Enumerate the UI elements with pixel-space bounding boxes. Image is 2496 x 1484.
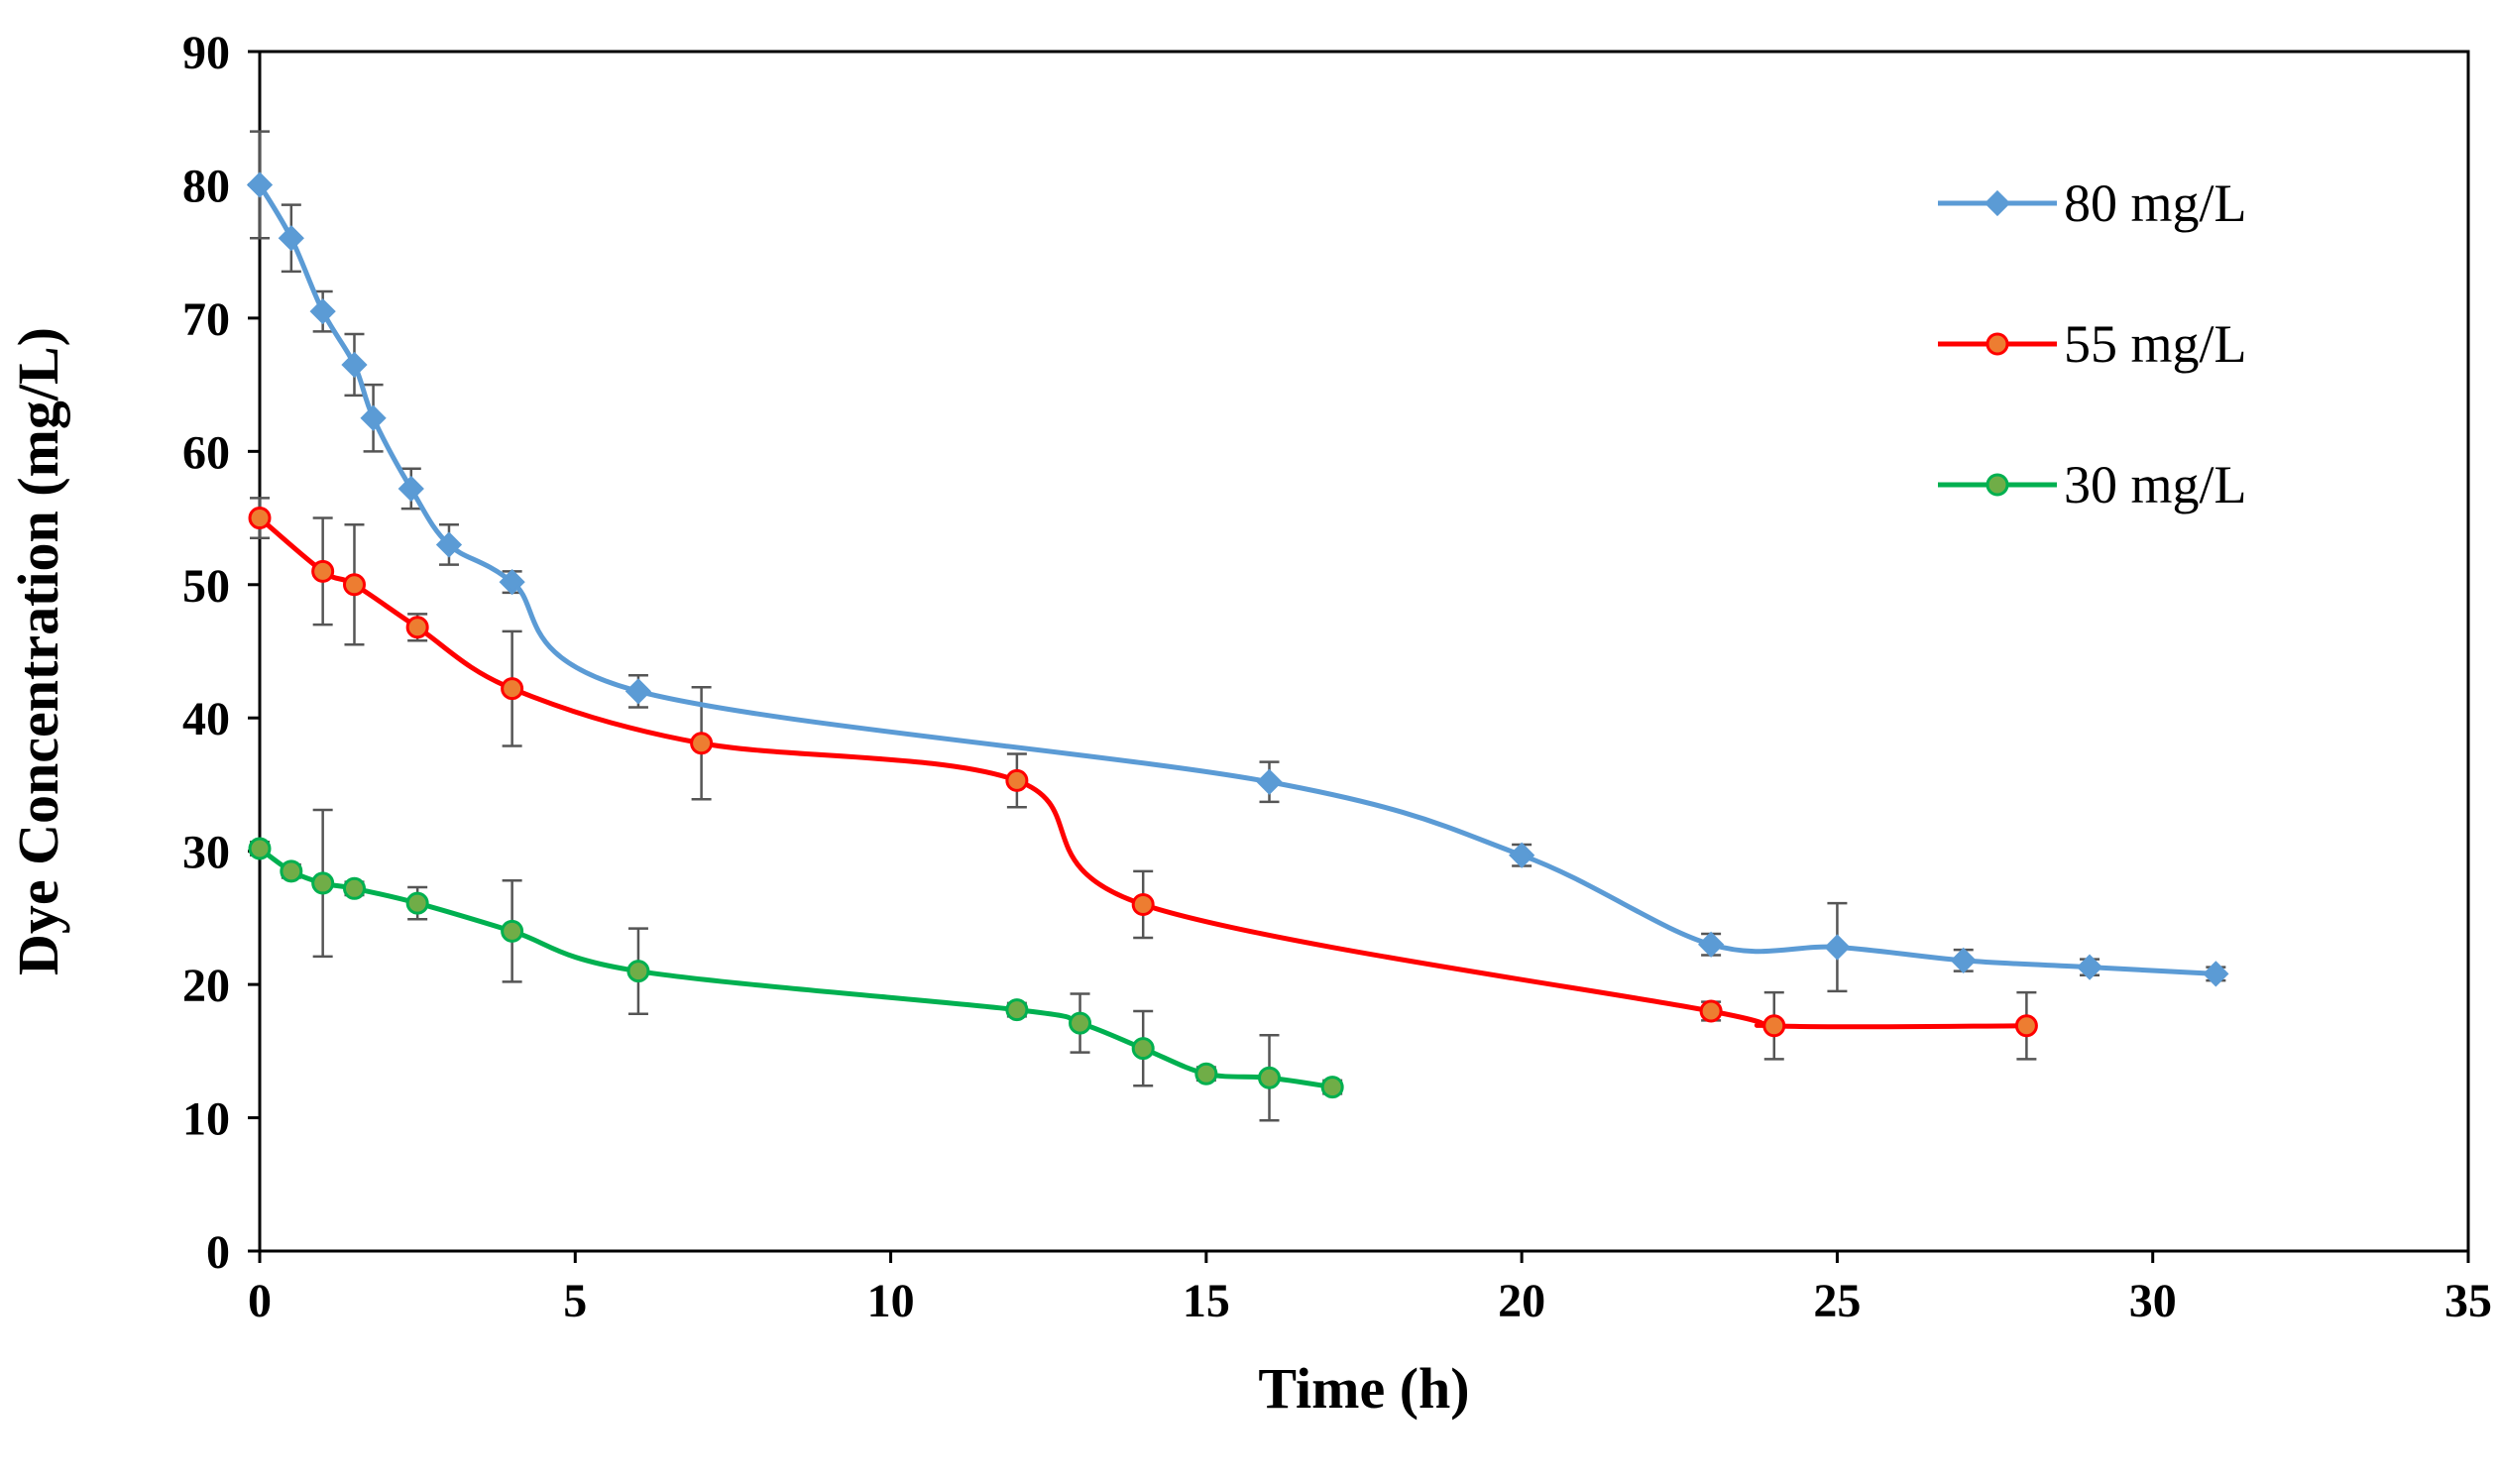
data-point-30-mg-l (1258, 1066, 1282, 1089)
data-point-55-mg-l (1005, 768, 1029, 792)
y-tick-label: 20 (182, 960, 230, 1012)
data-point-80-mg-l (360, 404, 387, 431)
legend-item-80-mg-l: 80 mg/L (1938, 173, 2247, 233)
x-tick-label: 20 (1498, 1275, 1545, 1327)
data-point-80-mg-l (435, 531, 463, 558)
y-axis-title: Dye Concentration (mg/L) (6, 327, 70, 975)
x-tick-label: 0 (248, 1275, 272, 1327)
data-point-30-mg-l (626, 960, 650, 983)
x-tick-label: 15 (1183, 1275, 1230, 1327)
y-tick-label: 90 (182, 27, 230, 79)
legend: 80 mg/L 55 mg/L 30 mg/L (1938, 173, 2247, 514)
legend-marker (1984, 189, 2011, 217)
y-tick-label: 50 (182, 560, 230, 613)
data-point-30-mg-l (1194, 1062, 1218, 1085)
series-line-30-mg-l (257, 846, 1335, 1090)
data-point-30-mg-l (1320, 1076, 1344, 1099)
data-point-55-mg-l (1762, 1014, 1786, 1038)
data-point-30-mg-l (280, 859, 303, 883)
data-point-80-mg-l (499, 568, 525, 596)
x-tick-label: 30 (2129, 1275, 2177, 1327)
data-point-30-mg-l (1131, 1037, 1155, 1061)
series-line-80-mg-l (257, 181, 2218, 976)
data-markers (246, 171, 2229, 1099)
data-point-55-mg-l (342, 573, 366, 597)
data-point-30-mg-l (311, 871, 335, 895)
x-tick-label: 10 (867, 1275, 915, 1327)
y-tick-label: 10 (182, 1093, 230, 1146)
data-point-30-mg-l (1005, 998, 1029, 1022)
y-tick-label: 40 (182, 693, 230, 745)
data-point-55-mg-l (2014, 1014, 2038, 1038)
legend-item-55-mg-l: 55 mg/L (1938, 314, 2247, 374)
data-point-55-mg-l (1699, 999, 1723, 1023)
data-point-80-mg-l (1950, 947, 1977, 974)
data-point-55-mg-l (1131, 892, 1155, 916)
axis-ticks: 0 5 10 15 20 25 30 35 0 10 20 30 40 50 60 70 80 90 (182, 27, 2492, 1327)
data-point-30-mg-l (405, 891, 429, 915)
x-tick-label: 35 (2444, 1275, 2492, 1327)
data-point-55-mg-l (311, 559, 335, 583)
x-tick-label: 5 (563, 1275, 587, 1327)
y-tick-label: 80 (182, 160, 230, 212)
data-point-80-mg-l (246, 171, 274, 198)
error-bars (250, 130, 2226, 1122)
data-point-55-mg-l (248, 507, 272, 530)
data-point-30-mg-l (342, 876, 366, 900)
data-point-80-mg-l (1697, 931, 1725, 958)
data-point-80-mg-l (2076, 954, 2103, 980)
y-tick-label: 70 (182, 293, 230, 346)
data-point-80-mg-l (2203, 961, 2229, 987)
data-point-80-mg-l (397, 475, 424, 503)
data-point-80-mg-l (624, 678, 652, 705)
data-point-80-mg-l (341, 351, 368, 379)
legend-item-30-mg-l: 30 mg/L (1938, 455, 2247, 514)
x-axis-title: Time (h) (1258, 1356, 1469, 1421)
legend-label: 80 mg/L (2064, 173, 2247, 233)
series-lines (257, 181, 2218, 1090)
data-point-80-mg-l (278, 225, 304, 252)
y-tick-label: 60 (182, 426, 230, 479)
data-point-80-mg-l (1256, 768, 1283, 795)
legend-label: 30 mg/L (2064, 455, 2247, 514)
legend-label: 55 mg/L (2064, 314, 2247, 374)
plot-frame (258, 50, 2470, 1253)
data-point-80-mg-l (1824, 934, 1851, 961)
data-point-80-mg-l (309, 298, 336, 325)
data-point-30-mg-l (501, 919, 524, 943)
x-tick-label: 25 (1813, 1275, 1861, 1327)
legend-marker (1985, 473, 2009, 497)
data-point-55-mg-l (690, 732, 714, 755)
legend-marker (1985, 332, 2009, 356)
data-point-30-mg-l (248, 837, 272, 860)
y-tick-label: 30 (182, 827, 230, 879)
data-point-55-mg-l (405, 616, 429, 639)
data-point-55-mg-l (501, 677, 524, 701)
data-point-80-mg-l (1509, 842, 1535, 868)
data-point-30-mg-l (1069, 1011, 1092, 1035)
y-tick-label: 0 (206, 1226, 230, 1279)
